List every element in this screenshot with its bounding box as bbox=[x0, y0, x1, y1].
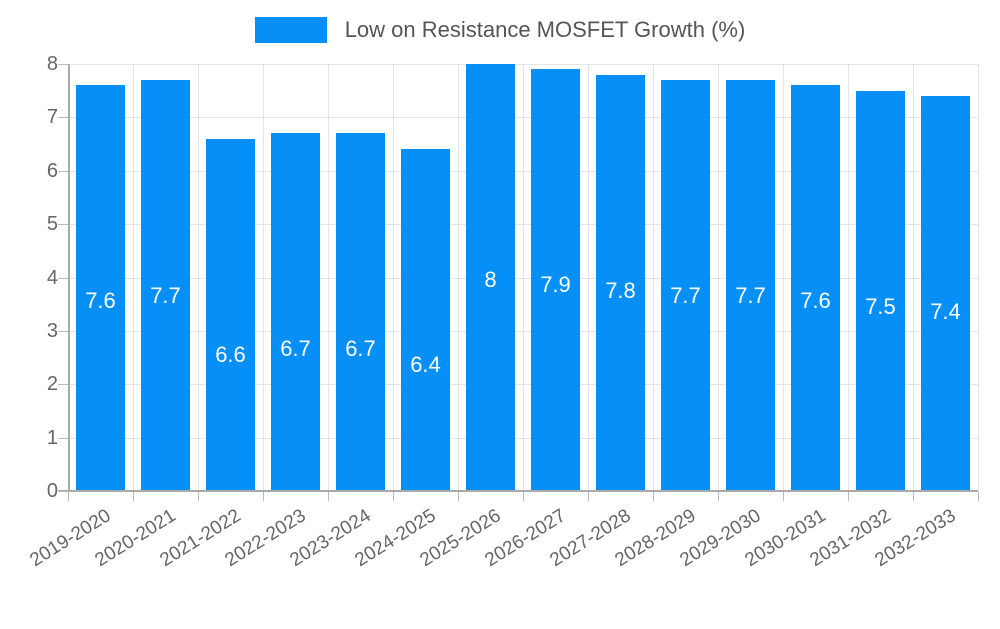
bar-chart: Low on Resistance MOSFET Growth (%) 0 1 2 3… bbox=[0, 0, 1000, 600]
y-axis-tick-label: 1 bbox=[46, 426, 58, 449]
bar-value-label: 7.5 bbox=[865, 293, 896, 319]
bar[interactable] bbox=[595, 74, 646, 491]
legend-swatch-series-1[interactable] bbox=[254, 17, 327, 43]
x-axis-tick-mark bbox=[68, 492, 69, 501]
bar[interactable] bbox=[920, 96, 971, 491]
gridline-vertical bbox=[198, 64, 199, 491]
y-axis-tick-mark bbox=[58, 277, 68, 279]
x-axis-tick-mark bbox=[588, 492, 589, 501]
x-axis-tick-mark bbox=[783, 492, 784, 501]
bar-value-label: 6.7 bbox=[280, 336, 311, 362]
y-axis-tick-mark bbox=[58, 437, 68, 439]
bar-value-label: 7.6 bbox=[800, 288, 831, 314]
gridline-vertical bbox=[783, 64, 784, 491]
gridline-vertical bbox=[913, 64, 914, 491]
x-axis-tick-mark bbox=[978, 492, 979, 501]
legend-label-series-1[interactable]: Low on Resistance MOSFET Growth (%) bbox=[344, 17, 746, 42]
y-axis-tick-mark bbox=[58, 491, 68, 492]
x-axis-tick-mark bbox=[848, 492, 849, 501]
y-axis-tick-mark bbox=[58, 117, 68, 119]
chart-legend: Low on Resistance MOSFET Growth (%) bbox=[0, 12, 1000, 48]
x-axis-tick-mark bbox=[458, 492, 459, 501]
bar-value-label: 7.9 bbox=[540, 272, 571, 298]
y-axis-tick-label: 8 bbox=[46, 53, 58, 75]
gridline-vertical bbox=[263, 64, 264, 491]
y-axis-tick-label: 2 bbox=[46, 373, 58, 396]
x-axis-tick-mark bbox=[718, 492, 719, 501]
y-axis-tick-mark bbox=[58, 224, 68, 226]
x-axis-line bbox=[58, 490, 978, 492]
y-axis-tick-label: 4 bbox=[46, 266, 58, 289]
gridline-vertical bbox=[523, 64, 524, 491]
gridline-vertical bbox=[588, 64, 589, 491]
y-axis-tick-label: 7 bbox=[46, 106, 58, 129]
bar[interactable] bbox=[790, 85, 841, 491]
x-axis-tick-mark bbox=[198, 492, 199, 501]
y-axis-tick-label: 5 bbox=[46, 213, 58, 236]
y-axis-tick-mark bbox=[58, 330, 68, 332]
gridline-vertical bbox=[393, 64, 394, 491]
gridline-vertical bbox=[718, 64, 719, 491]
bar-value-label: 6.7 bbox=[345, 336, 376, 362]
y-axis-tick-label: 3 bbox=[46, 319, 58, 342]
y-axis-tick-mark bbox=[58, 170, 68, 172]
bar-value-label: 6.4 bbox=[410, 352, 441, 378]
bar[interactable] bbox=[140, 80, 191, 491]
gridline-vertical bbox=[978, 64, 979, 491]
y-axis: 0 1 2 3 4 5 6 7 8 bbox=[0, 0, 58, 600]
gridline-vertical bbox=[653, 64, 654, 491]
bar-value-label: 7.7 bbox=[150, 283, 181, 308]
x-axis-tick-mark bbox=[133, 492, 134, 501]
bar-value-label: 7.4 bbox=[930, 299, 961, 325]
bar[interactable] bbox=[270, 133, 321, 491]
gridline-vertical bbox=[848, 64, 849, 491]
bar-value-label: 7.7 bbox=[670, 283, 701, 308]
bar[interactable] bbox=[75, 85, 126, 491]
x-axis-tick-mark bbox=[523, 492, 524, 501]
bar-value-label: 8 bbox=[484, 267, 497, 292]
bar-value-label: 7.7 bbox=[735, 283, 766, 308]
bar[interactable] bbox=[465, 64, 516, 491]
y-axis-line bbox=[68, 64, 70, 492]
y-axis-tick-label: 0 bbox=[46, 480, 58, 502]
y-axis-tick-label: 6 bbox=[46, 159, 58, 182]
x-axis-tick-mark bbox=[393, 492, 394, 501]
x-axis-tick-mark bbox=[328, 492, 329, 501]
bar[interactable] bbox=[855, 90, 906, 491]
plot-area: 7.6 7.7 6.6 6.7 6.7 6.4 8 7.9 7.8 7.7 7.7 7.6 7.5 7.4 bbox=[68, 64, 979, 492]
x-axis-tick-mark bbox=[913, 492, 914, 501]
bar[interactable] bbox=[400, 149, 451, 491]
bar[interactable] bbox=[205, 138, 256, 491]
x-axis-tick-mark bbox=[263, 492, 264, 501]
bar[interactable] bbox=[725, 80, 776, 491]
gridline-vertical bbox=[458, 64, 459, 491]
bar-value-label: 7.6 bbox=[85, 288, 116, 314]
x-axis-tick-mark bbox=[653, 492, 654, 501]
bar-value-label: 6.6 bbox=[215, 341, 246, 367]
y-axis-tick-mark bbox=[58, 384, 68, 386]
bar[interactable] bbox=[660, 80, 711, 491]
gridline-vertical bbox=[133, 64, 134, 491]
gridline-vertical bbox=[328, 64, 329, 491]
bar[interactable] bbox=[335, 133, 386, 491]
bar[interactable] bbox=[530, 69, 581, 491]
bar-value-label: 7.8 bbox=[605, 277, 636, 303]
y-axis-tick-mark bbox=[58, 64, 68, 65]
